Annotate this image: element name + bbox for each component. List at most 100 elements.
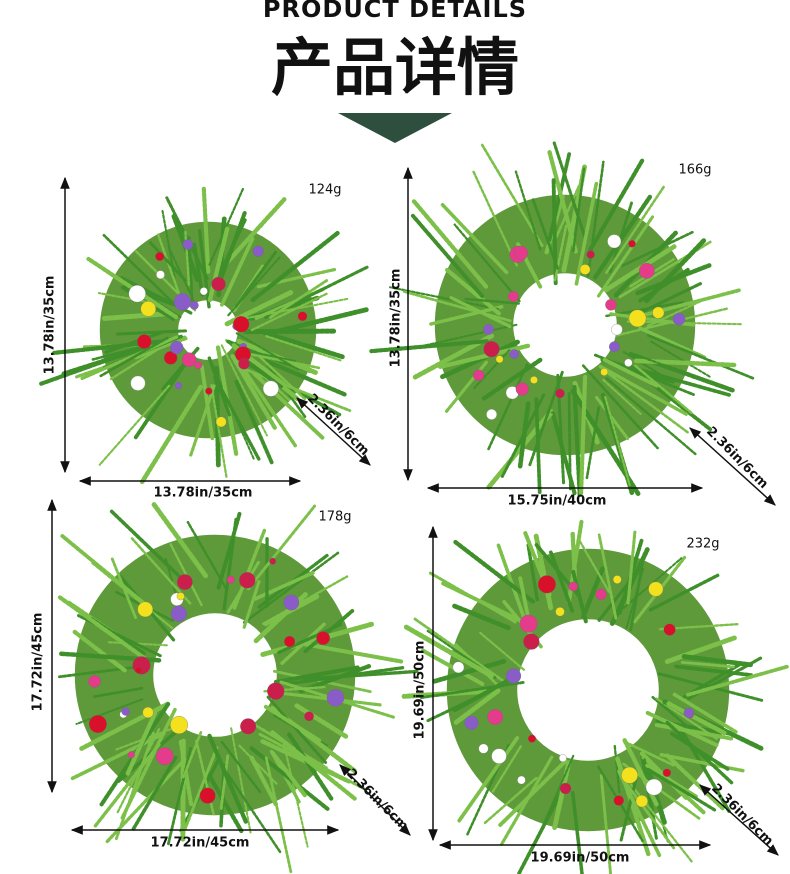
fern-leaf <box>551 177 558 286</box>
fern-leaf <box>635 263 712 296</box>
fern-leaf <box>666 701 728 736</box>
fern-leaf <box>452 678 511 713</box>
flower <box>519 614 538 633</box>
fern-leaf <box>234 250 278 308</box>
fern-leaf <box>619 777 638 843</box>
fern-leaf <box>201 186 211 274</box>
flower <box>555 388 565 399</box>
flower <box>240 718 257 735</box>
fern-leaf <box>603 369 690 435</box>
fern-leaf <box>472 170 518 267</box>
fern-leaf <box>526 543 540 602</box>
flower <box>648 581 664 597</box>
fern-leaf <box>287 732 334 801</box>
fern-leaf <box>156 233 184 304</box>
wreath <box>401 519 790 874</box>
flower <box>177 574 193 590</box>
wreath <box>37 186 370 485</box>
fern-leaf <box>93 742 161 828</box>
fern-leaf <box>685 664 790 697</box>
fern-leaf <box>220 740 262 794</box>
fern-leaf <box>115 329 187 336</box>
fern-leaf <box>183 746 219 830</box>
flower <box>600 368 609 376</box>
flower <box>605 299 617 311</box>
fern-leaf <box>681 654 754 668</box>
fern-leaf <box>148 241 187 282</box>
fern-leaf <box>463 297 520 305</box>
fern-leaf <box>578 539 611 593</box>
flower <box>199 787 216 804</box>
fern-leaf <box>644 237 707 304</box>
fern-leaf <box>101 311 170 321</box>
fern-leaf <box>552 760 572 830</box>
flower <box>491 748 507 764</box>
flower <box>226 575 235 584</box>
fern-leaf <box>37 345 145 387</box>
fern-leaf <box>646 297 708 328</box>
flower <box>624 358 633 367</box>
fern-leaf <box>273 665 362 684</box>
fern-leaf <box>639 750 659 842</box>
weight-label: 124g <box>308 183 341 198</box>
wreath <box>369 141 755 499</box>
fern-leaf <box>553 224 568 282</box>
flower <box>473 369 485 381</box>
fern-leaf <box>624 781 676 850</box>
flower <box>595 588 607 600</box>
fern-leaf <box>273 307 369 335</box>
height-label: 17.72in/45cm <box>31 613 46 712</box>
flower <box>326 689 345 707</box>
fern-leaf <box>58 664 147 679</box>
fern-leaf <box>498 758 568 827</box>
flower <box>170 340 184 355</box>
depth-arrow <box>689 427 776 506</box>
flower <box>628 309 647 328</box>
fern-leaf <box>261 357 349 398</box>
fern-leaf <box>548 550 575 613</box>
fern-leaf <box>238 744 279 786</box>
flower <box>621 766 638 784</box>
flower <box>170 605 187 622</box>
fern-leaf <box>620 230 694 268</box>
fern-leaf <box>570 790 584 874</box>
flower <box>181 352 197 367</box>
fern-leaf <box>634 364 694 415</box>
fern-leaf <box>91 686 144 699</box>
flower <box>638 262 655 279</box>
fern-leaf <box>514 170 542 251</box>
fern-leaf <box>249 755 279 807</box>
fern-leaf <box>199 364 215 441</box>
flower <box>130 375 146 391</box>
fern-leaf <box>181 730 203 780</box>
width-label: 19.69in/50cm <box>531 851 630 866</box>
title-en: PRODUCT DETAILS <box>263 0 527 23</box>
flower <box>262 380 279 397</box>
flower <box>140 301 157 317</box>
fern-leaf <box>242 352 288 388</box>
flower <box>137 334 152 349</box>
flower <box>559 782 572 795</box>
fern-leaf <box>627 288 743 321</box>
fern-leaf <box>534 397 542 495</box>
fern-leaf <box>451 603 511 631</box>
fern-leaf <box>638 326 707 360</box>
width-label: 13.78in/35cm <box>154 486 253 501</box>
fern-leaf <box>402 290 512 323</box>
fern-leaf <box>250 230 341 303</box>
flower <box>509 349 520 359</box>
flower <box>155 747 174 766</box>
fern-leaf <box>243 328 338 335</box>
fern-leaf <box>654 723 734 741</box>
flower <box>663 623 676 636</box>
depth-label: 2.36in/6cm <box>708 781 776 849</box>
fern-leaf <box>242 578 262 629</box>
fern-leaf <box>133 353 193 441</box>
fern-leaf <box>220 344 268 437</box>
weight-label: 232g <box>686 537 719 552</box>
fern-leaf <box>615 307 730 337</box>
fern-leaf <box>500 393 546 478</box>
width-label: 17.72in/45cm <box>151 836 250 851</box>
flower <box>88 715 107 733</box>
fern-leaf <box>664 635 737 665</box>
